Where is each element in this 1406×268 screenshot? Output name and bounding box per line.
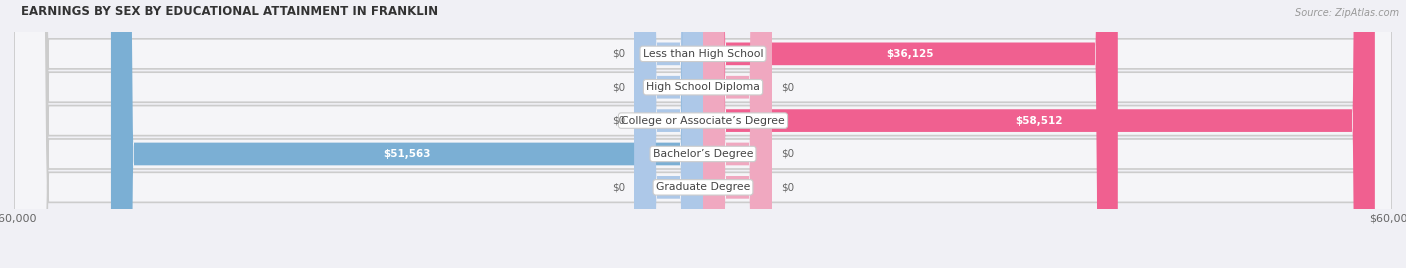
- Text: Source: ZipAtlas.com: Source: ZipAtlas.com: [1295, 8, 1399, 18]
- Text: $0: $0: [782, 82, 794, 92]
- FancyBboxPatch shape: [634, 0, 703, 268]
- Text: $0: $0: [612, 116, 624, 126]
- Text: $0: $0: [782, 149, 794, 159]
- FancyBboxPatch shape: [703, 0, 1375, 268]
- Text: College or Associate’s Degree: College or Associate’s Degree: [621, 116, 785, 126]
- Text: High School Diploma: High School Diploma: [647, 82, 759, 92]
- FancyBboxPatch shape: [634, 0, 703, 268]
- FancyBboxPatch shape: [703, 0, 772, 268]
- FancyBboxPatch shape: [14, 0, 1392, 268]
- Text: Less than High School: Less than High School: [643, 49, 763, 59]
- Text: $58,512: $58,512: [1015, 116, 1063, 126]
- Text: $0: $0: [612, 82, 624, 92]
- Text: Bachelor’s Degree: Bachelor’s Degree: [652, 149, 754, 159]
- FancyBboxPatch shape: [703, 0, 1118, 268]
- Text: $0: $0: [782, 182, 794, 192]
- FancyBboxPatch shape: [111, 0, 703, 268]
- FancyBboxPatch shape: [14, 0, 1392, 268]
- Text: EARNINGS BY SEX BY EDUCATIONAL ATTAINMENT IN FRANKLIN: EARNINGS BY SEX BY EDUCATIONAL ATTAINMEN…: [21, 5, 439, 18]
- Text: $0: $0: [612, 182, 624, 192]
- Text: Graduate Degree: Graduate Degree: [655, 182, 751, 192]
- FancyBboxPatch shape: [634, 0, 703, 268]
- FancyBboxPatch shape: [14, 0, 1392, 268]
- FancyBboxPatch shape: [14, 0, 1392, 268]
- FancyBboxPatch shape: [703, 0, 772, 268]
- Text: $51,563: $51,563: [384, 149, 430, 159]
- FancyBboxPatch shape: [634, 0, 703, 268]
- FancyBboxPatch shape: [703, 0, 772, 268]
- Text: $36,125: $36,125: [887, 49, 934, 59]
- Text: $0: $0: [612, 49, 624, 59]
- FancyBboxPatch shape: [14, 0, 1392, 268]
